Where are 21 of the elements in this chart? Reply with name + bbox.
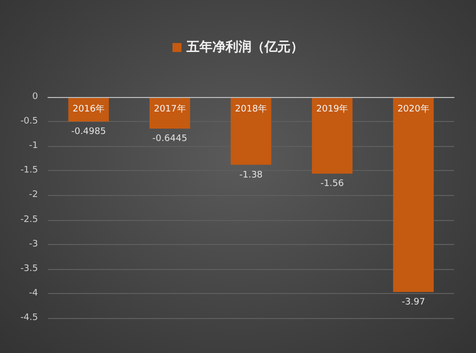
y-tick-label: -3.5	[20, 264, 38, 274]
y-tick-label: -1	[29, 141, 38, 152]
y-tick-label: -3	[29, 239, 38, 250]
y-tick-label: -4.5	[20, 313, 38, 323]
data-label: -0.4985	[71, 126, 106, 137]
data-label: -3.97	[402, 297, 426, 308]
data-label: -0.6445	[152, 134, 188, 144]
x-tick-label: 2017年	[154, 104, 186, 114]
y-tick-label: -2.5	[20, 214, 38, 225]
x-tick-label: 2019年	[316, 104, 348, 114]
legend-label: 五年净利润（亿元）	[186, 39, 304, 55]
y-tick-label: 0	[32, 92, 38, 102]
x-tick-label: 2018年	[235, 104, 267, 114]
x-tick-label: 2016年	[72, 104, 105, 114]
data-label: -1.38	[239, 170, 263, 180]
y-tick-label: -4	[29, 288, 38, 298]
y-tick-label: -1.5	[20, 166, 38, 176]
y-tick-label: -0.5	[20, 116, 38, 127]
x-tick-label: 2020年	[397, 104, 430, 114]
y-tick-label: -2	[29, 190, 38, 200]
data-label: -1.56	[320, 179, 344, 190]
